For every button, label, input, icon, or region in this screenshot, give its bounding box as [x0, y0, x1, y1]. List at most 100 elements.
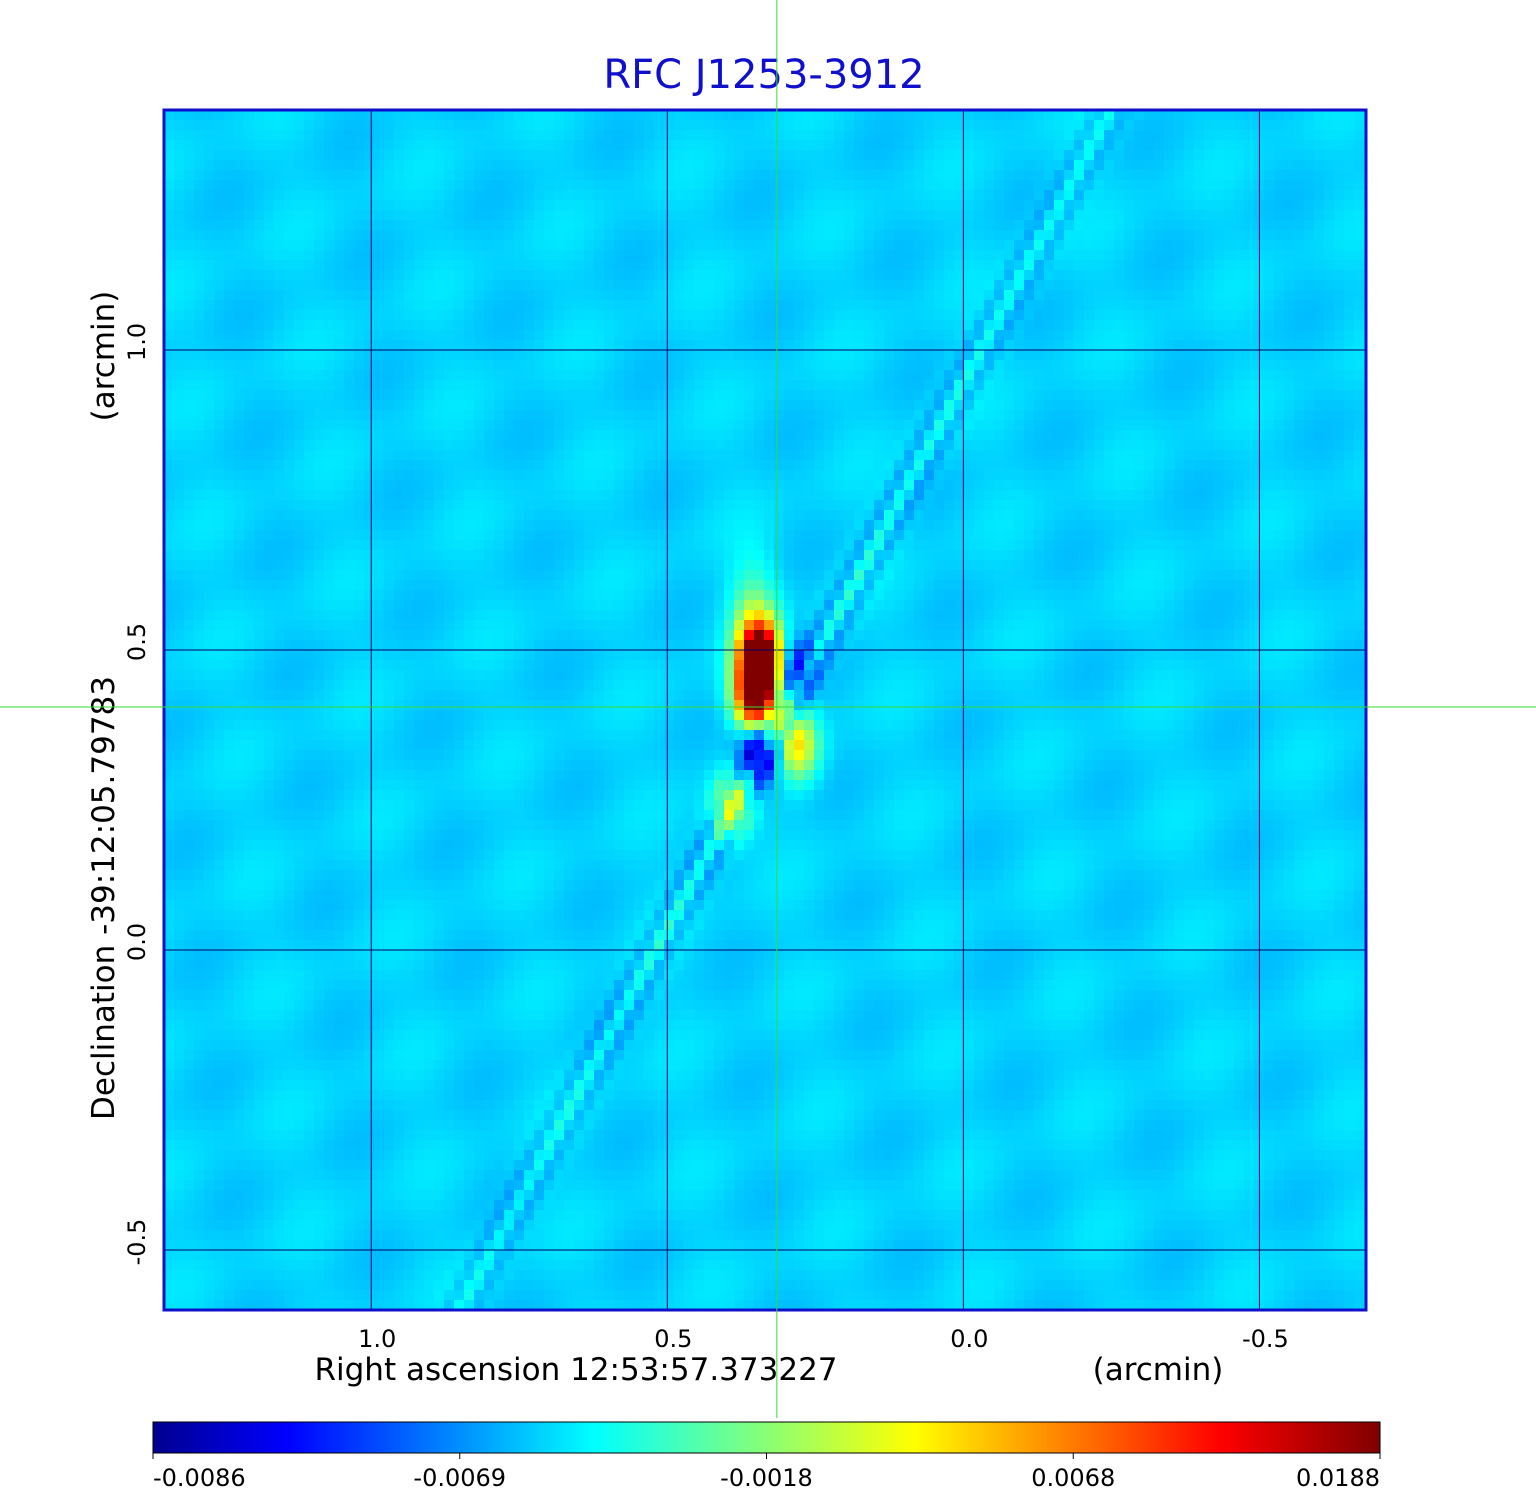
map-pixel	[554, 180, 565, 191]
map-pixel	[1114, 500, 1125, 511]
map-pixel	[904, 260, 915, 271]
map-pixel	[1184, 320, 1195, 331]
map-pixel	[184, 140, 195, 151]
map-pixel	[854, 150, 865, 161]
map-pixel	[1074, 200, 1085, 211]
map-pixel	[1004, 170, 1015, 181]
map-pixel	[334, 190, 345, 201]
map-pixel	[934, 140, 945, 151]
map-pixel	[204, 320, 215, 331]
map-pixel	[1204, 450, 1215, 461]
map-pixel	[184, 130, 195, 141]
map-pixel	[264, 140, 275, 151]
map-pixel	[774, 140, 785, 151]
map-pixel	[914, 460, 925, 471]
map-pixel	[754, 270, 765, 281]
map-pixel	[884, 320, 895, 331]
map-pixel	[564, 420, 575, 431]
map-pixel	[1224, 330, 1235, 341]
map-pixel	[824, 410, 835, 421]
map-pixel	[544, 380, 555, 391]
map-pixel	[484, 480, 495, 491]
map-pixel	[254, 280, 265, 291]
map-pixel	[774, 280, 785, 291]
map-pixel	[1084, 350, 1095, 361]
map-pixel	[1314, 120, 1325, 131]
map-pixel	[624, 500, 635, 511]
map-pixel	[324, 190, 335, 201]
map-pixel	[974, 180, 985, 191]
map-pixel	[304, 370, 315, 381]
map-pixel	[944, 450, 955, 461]
map-pixel	[464, 390, 475, 401]
map-pixel	[674, 180, 685, 191]
map-pixel	[284, 240, 295, 251]
map-pixel	[464, 410, 475, 421]
map-pixel	[554, 340, 565, 351]
map-pixel	[374, 380, 385, 391]
map-pixel	[1014, 120, 1025, 131]
map-pixel	[834, 350, 845, 361]
map-pixel	[1024, 140, 1035, 151]
map-pixel	[804, 130, 815, 141]
map-pixel	[1054, 410, 1065, 421]
map-pixel	[384, 240, 395, 251]
map-pixel	[1224, 300, 1235, 311]
map-pixel	[794, 330, 805, 341]
map-pixel	[284, 290, 295, 301]
map-pixel	[264, 380, 275, 391]
map-pixel	[1144, 350, 1155, 361]
map-pixel	[774, 290, 785, 301]
map-pixel	[964, 320, 975, 331]
map-pixel	[1014, 510, 1025, 521]
map-pixel	[1004, 340, 1015, 351]
map-pixel	[1314, 160, 1325, 171]
map-pixel	[174, 260, 185, 271]
map-pixel	[664, 330, 675, 341]
map-pixel	[514, 370, 525, 381]
map-pixel	[174, 440, 185, 451]
map-pixel	[624, 370, 635, 381]
map-pixel	[1264, 130, 1275, 141]
map-pixel	[634, 370, 645, 381]
map-pixel	[714, 370, 725, 381]
map-pixel	[364, 390, 375, 401]
map-pixel	[894, 350, 905, 361]
map-pixel	[864, 170, 875, 181]
map-pixel	[514, 400, 525, 411]
map-pixel	[1224, 480, 1235, 491]
map-pixel	[294, 150, 305, 161]
map-pixel	[284, 230, 295, 241]
map-pixel	[454, 200, 465, 211]
map-pixel	[234, 170, 245, 181]
map-pixel	[254, 490, 265, 501]
map-pixel	[214, 120, 225, 131]
map-pixel	[934, 500, 945, 511]
map-pixel	[264, 320, 275, 331]
map-pixel	[254, 370, 265, 381]
map-pixel	[244, 400, 255, 411]
map-pixel	[264, 310, 275, 321]
map-pixel	[734, 470, 745, 481]
map-pixel	[434, 260, 445, 271]
map-pixel	[914, 330, 925, 341]
map-pixel	[1054, 390, 1065, 401]
map-pixel	[1204, 360, 1215, 371]
map-pixel	[644, 140, 655, 151]
map-pixel	[234, 150, 245, 161]
map-pixel	[214, 210, 225, 221]
map-pixel	[844, 510, 855, 521]
map-pixel	[524, 400, 535, 411]
map-pixel	[814, 180, 825, 191]
map-pixel	[534, 180, 545, 191]
map-pixel	[924, 280, 935, 291]
map-pixel	[824, 510, 835, 521]
map-pixel	[1234, 380, 1245, 391]
map-pixel	[1114, 230, 1125, 241]
map-pixel	[674, 170, 685, 181]
map-pixel	[784, 490, 795, 501]
map-pixel	[494, 400, 505, 411]
map-pixel	[624, 160, 635, 171]
map-pixel	[354, 200, 365, 211]
map-pixel	[554, 270, 565, 281]
